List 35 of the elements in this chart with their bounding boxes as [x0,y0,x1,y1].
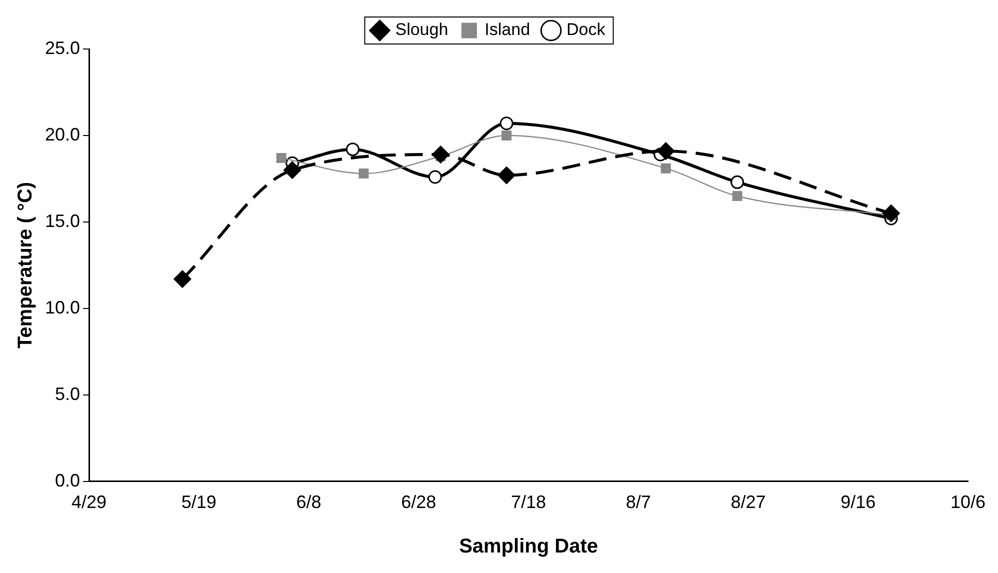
legend-label: Dock [566,20,606,40]
x-tick-label: 10/6 [950,492,986,512]
point [660,163,671,174]
point [428,170,442,184]
point [276,152,286,163]
point [284,161,302,179]
x-tick-label: 4/29 [72,492,107,512]
point [346,142,360,156]
point [174,270,192,288]
y-tick-label: 15.0 [44,210,80,231]
y-tick-label: 25.0 [44,38,80,58]
point [432,146,450,164]
y-tick-label: 5.0 [55,384,80,404]
point [500,116,514,130]
y-tick-label: 20.0 [44,124,80,144]
point [730,175,744,189]
point [882,204,900,222]
x-tick-label: 6/28 [401,492,436,512]
x-axis-title: Sampling Date [459,536,598,558]
point [657,142,675,160]
point [498,166,516,184]
y-axis-title: Temperature ( °C) [14,182,37,348]
x-tick-label: 5/19 [181,492,216,512]
x-tick-label: 8/7 [626,492,651,512]
x-tick-label: 9/16 [840,492,876,512]
point [358,168,369,179]
y-tick-label: 10.0 [44,297,80,318]
x-tick-label: 7/18 [510,492,546,512]
x-tick-label: 8/27 [730,492,766,512]
x-tick-label: 6/8 [296,492,322,512]
legend-label: Slough [395,20,448,40]
y-tick-label: 0.0 [55,470,80,490]
legend-label: Island [484,20,530,40]
point [732,191,742,202]
point [502,130,512,140]
